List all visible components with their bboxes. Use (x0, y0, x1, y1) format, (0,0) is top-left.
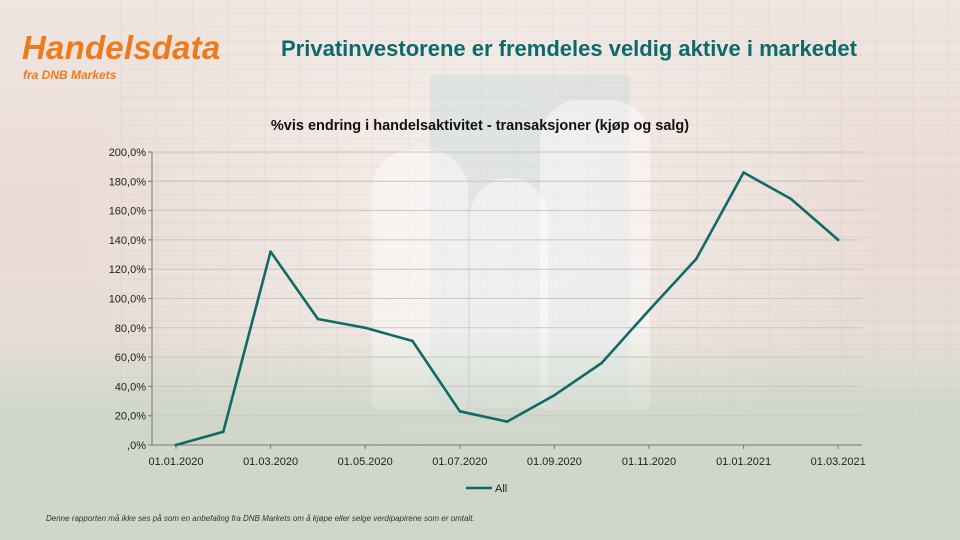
legend-label: All (495, 483, 507, 495)
x-tick-label: 01.03.2021 (811, 456, 866, 468)
y-tick-label: 160,0% (109, 206, 147, 218)
x-tick-labels: 01.01.2020 01.03.2020 01.05.2020 01.07.2020… (148, 456, 865, 468)
brand-name: Handelsdata (22, 29, 221, 66)
series-line-all (174, 171, 840, 447)
x-tick-label: 01.05.2020 (338, 456, 393, 468)
page-headline: Privatinvestorene er fremdeles veldig ak… (281, 36, 857, 61)
data-point (174, 443, 178, 447)
x-tick-label: 01.03.2020 (243, 456, 298, 468)
x-tick-label: 01.07.2020 (432, 456, 487, 468)
data-point (458, 410, 462, 413)
y-tick-label: 120,0% (109, 264, 147, 276)
x-tick-label: 01.01.2020 (148, 456, 203, 468)
y-tick-label: 140,0% (109, 235, 147, 247)
y-tick-labels: 200,0% 180,0% 160,0% 140,0% 120,0% 100,0% 80,0… (109, 147, 147, 452)
y-tick-label: 80,0% (115, 323, 146, 335)
x-tick-label: 01.01.2021 (716, 456, 771, 468)
y-tick-label: 180,0% (109, 176, 147, 188)
legend: All (466, 483, 507, 495)
series (174, 171, 840, 447)
y-tick-label: 60,0% (115, 352, 146, 364)
data-point (695, 257, 698, 261)
y-tick-label: 20,0% (115, 411, 146, 423)
data-point (600, 361, 603, 365)
data-point (411, 339, 414, 343)
data-point (505, 420, 509, 423)
chart-title: %vis endring i handelsaktivitet - transa… (270, 118, 690, 134)
data-point (222, 430, 225, 434)
data-point (789, 197, 793, 201)
data-point (742, 171, 745, 174)
data-point (836, 238, 840, 242)
gridlines (152, 151, 862, 417)
y-tick-label: 100,0% (109, 294, 147, 306)
hedge (0, 330, 960, 540)
data-point (647, 308, 651, 312)
brand-logo: Handelsdata fra DNB Markets (22, 29, 221, 83)
data-point (269, 250, 272, 253)
y-tick-label: 40,0% (115, 381, 146, 393)
x-tick-label: 01.11.2020 (622, 456, 676, 468)
x-tick-label: 01.09.2020 (527, 456, 582, 468)
axes (148, 151, 862, 449)
y-tick-label: ,0% (127, 440, 146, 452)
data-point (316, 317, 320, 321)
y-tick-label: 200,0% (109, 147, 147, 159)
disclaimer: Denne rapporten må ikke ses på som en an… (46, 514, 475, 523)
data-point (553, 393, 556, 397)
data-point (363, 326, 367, 330)
brand-subtitle: fra DNB Markets (23, 68, 117, 82)
